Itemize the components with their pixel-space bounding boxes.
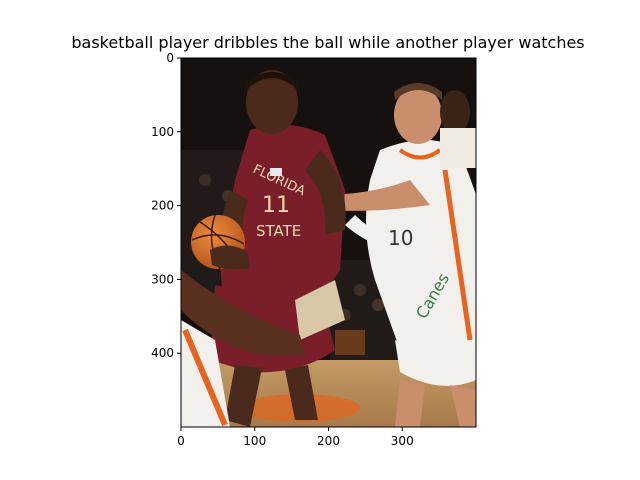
y-tick-label: 100 <box>151 125 174 139</box>
hand <box>210 245 250 270</box>
x-tick-label: 300 <box>391 434 414 448</box>
foreground-player <box>181 270 305 427</box>
x-tick-label: 100 <box>243 434 266 448</box>
x-axis: 0 100 200 300 <box>177 427 414 448</box>
svg-text:STATE: STATE <box>256 222 301 240</box>
x-tick-label: 200 <box>317 434 340 448</box>
photo: Canes 10 FLORIDA STATE 11 <box>181 58 476 427</box>
svg-text:10: 10 <box>388 226 413 250</box>
y-tick-label: 300 <box>151 272 174 286</box>
y-tick-label: 0 <box>166 51 174 65</box>
defender-player: Canes 10 <box>310 83 476 427</box>
y-tick-label: 400 <box>151 346 174 360</box>
figure-title: basketball player dribbles the ball whil… <box>71 33 585 52</box>
svg-text:11: 11 <box>262 193 290 218</box>
x-tick-label: 0 <box>177 434 185 448</box>
y-axis: 0 100 200 300 400 <box>151 51 181 360</box>
background-player <box>440 90 476 168</box>
y-tick-label: 200 <box>151 199 174 213</box>
